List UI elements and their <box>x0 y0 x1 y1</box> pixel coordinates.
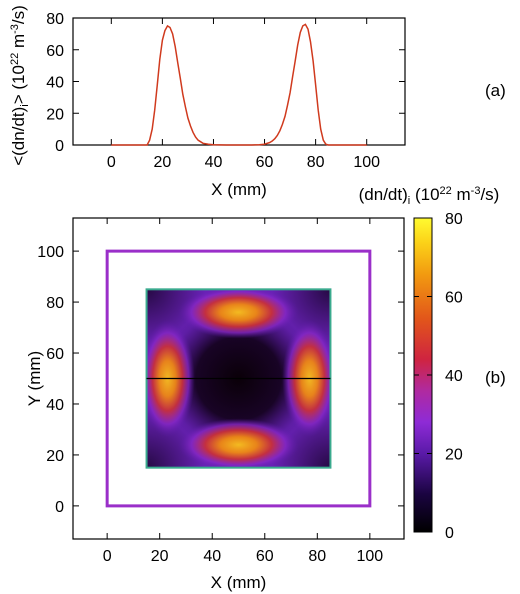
panel-a-x-tick-label: 100 <box>353 154 380 171</box>
panel-a-y-tick-label: 40 <box>46 75 64 92</box>
colorbar-tick-label: 80 <box>445 211 463 228</box>
panel-b-label: (b) <box>485 368 506 387</box>
panel-a-series-line <box>111 23 367 146</box>
panel-a-y-label-main: <(dn/dt) <box>9 107 28 166</box>
heatmap-hotspot <box>178 289 299 339</box>
panel-b-x-ticks: 0 20 40 60 80 100 <box>103 218 383 565</box>
panel-b-y-tick-label: 40 <box>46 397 64 414</box>
panel-a-y-label-rest: > (10 <box>9 65 28 104</box>
panel-a-y-axis-label: <(dn/dt)i> (1022 m-3/s) <box>9 5 31 166</box>
colorbar-title: (dn/dt)i (1022 m-3/s) <box>359 185 500 207</box>
colorbar-ticks: 0 20 40 60 80 <box>414 211 463 542</box>
colorbar-title-main: (dn/dt) <box>359 185 408 204</box>
outer-square-outline <box>105 249 372 508</box>
panel-b-y-tick-label: 0 <box>55 499 64 516</box>
panel-a-y-tick-label: 0 <box>55 138 64 155</box>
panel-b-y-tick-label: 80 <box>46 295 64 312</box>
panel-a-x-tick-label: 80 <box>307 154 325 171</box>
panel-a-plot-frame <box>72 17 406 146</box>
colorbar-tick-label: 0 <box>445 525 454 542</box>
panel-b-x-tick-label: 60 <box>256 548 274 565</box>
panel-a-y-label-sub: i <box>19 104 31 106</box>
colorbar-tick-label: 60 <box>445 290 463 307</box>
panel-a-x-tick-label: 0 <box>107 154 116 171</box>
panel-a-x-axis-label: X (mm) <box>211 180 267 199</box>
heatmap-hotspot <box>178 418 299 468</box>
panel-a-y-tick-label: 60 <box>46 43 64 60</box>
panel-b-y-tick-label: 20 <box>46 448 64 465</box>
panel-b-x-axis-label: X (mm) <box>211 573 267 592</box>
colorbar-title-unit: m <box>452 185 471 204</box>
colorbar-title-exp2: -3 <box>471 185 481 197</box>
panel-a-y-tick-label: 20 <box>46 106 64 123</box>
panel-a-y-label-exp1: 22 <box>9 53 21 65</box>
colorbar-title-exp1: 22 <box>440 185 452 197</box>
colorbar-tick-label: 40 <box>445 368 463 385</box>
panel-a-x-tick-label: 20 <box>153 154 171 171</box>
panel-a-y-label-exp2: -3 <box>9 24 21 34</box>
panel-b-plot-frame <box>72 217 405 540</box>
panel-a-y-label-tail: /s) <box>9 5 28 24</box>
panel-a-x-tick-label: 40 <box>205 154 223 171</box>
panel-b-x-tick-label: 20 <box>151 548 169 565</box>
panel-b-y-ticks: 0 20 40 60 80 100 <box>37 244 404 516</box>
panel-b-x-tick-label: 100 <box>356 548 383 565</box>
panel-b-y-tick-label: 60 <box>46 346 64 363</box>
panel-b-x-tick-label: 80 <box>308 548 326 565</box>
panel-b-x-tick-label: 0 <box>103 548 112 565</box>
panel-a-y-label-unit: m <box>9 34 28 53</box>
colorbar-tick-label: 20 <box>445 447 463 464</box>
panel-a-x-tick-label: 60 <box>256 154 274 171</box>
colorbar-title-tail: /s) <box>480 185 499 204</box>
panel-a-x-ticks: 0 20 40 60 80 100 <box>107 18 380 171</box>
panel-b-x-tick-label: 40 <box>203 548 221 565</box>
panel-a-line-chart: 0 20 40 60 80 100 0 20 40 60 80 X (mm) <(dn/dt)i>… <box>9 5 506 199</box>
panel-b-y-axis-label: Y (mm) <box>25 351 44 406</box>
panel-a-y-tick-label: 80 <box>46 11 64 28</box>
panel-a-y-ticks: 0 20 40 60 80 <box>46 11 405 155</box>
panel-b-y-tick-label: 100 <box>37 244 64 261</box>
colorbar-title-rest: (10 <box>410 185 439 204</box>
colorbar-title-sub: i <box>408 195 410 207</box>
panel-a-label: (a) <box>485 81 506 100</box>
